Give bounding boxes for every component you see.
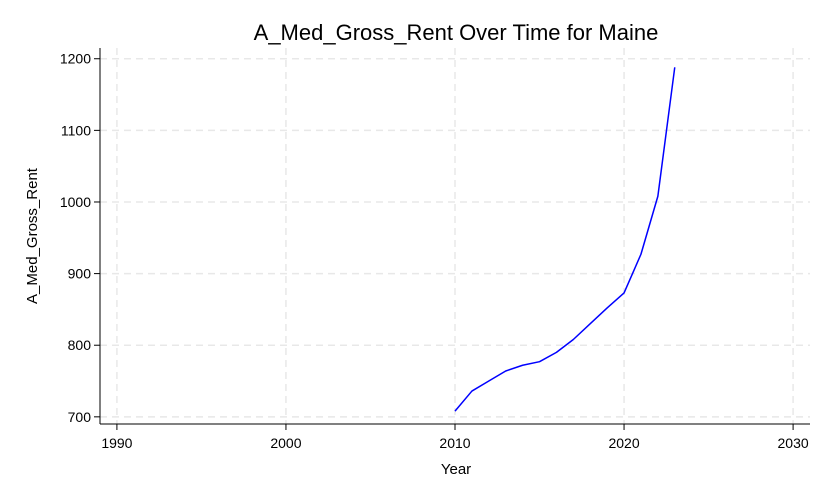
gridlines — [100, 48, 810, 424]
x-tick-label: 1990 — [101, 435, 132, 451]
x-axis-label: Year — [441, 461, 471, 478]
series-line-0 — [454, 67, 676, 412]
y-tick-label: 1200 — [60, 51, 91, 67]
y-tick-label: 900 — [68, 266, 92, 282]
y-tick-label: 1100 — [61, 122, 91, 138]
x-tick-label: 2020 — [608, 435, 639, 451]
tick-labels: 1990 2000 2010 2020 2030 700 800 900 1000 1100 120… — [60, 51, 809, 451]
y-tick-label: 700 — [68, 409, 92, 425]
y-axis-label: A_Med_Gross_Rent — [24, 167, 41, 304]
x-tick-label: 2030 — [778, 435, 809, 451]
series-lines — [454, 67, 676, 412]
chart-title: A_Med_Gross_Rent Over Time for Maine — [254, 20, 659, 45]
y-tick-label: 1000 — [60, 194, 91, 210]
x-tick-label: 2000 — [270, 435, 301, 451]
x-tick-label: 2010 — [439, 435, 470, 451]
y-tick-label: 800 — [68, 337, 92, 353]
axes — [94, 48, 810, 430]
